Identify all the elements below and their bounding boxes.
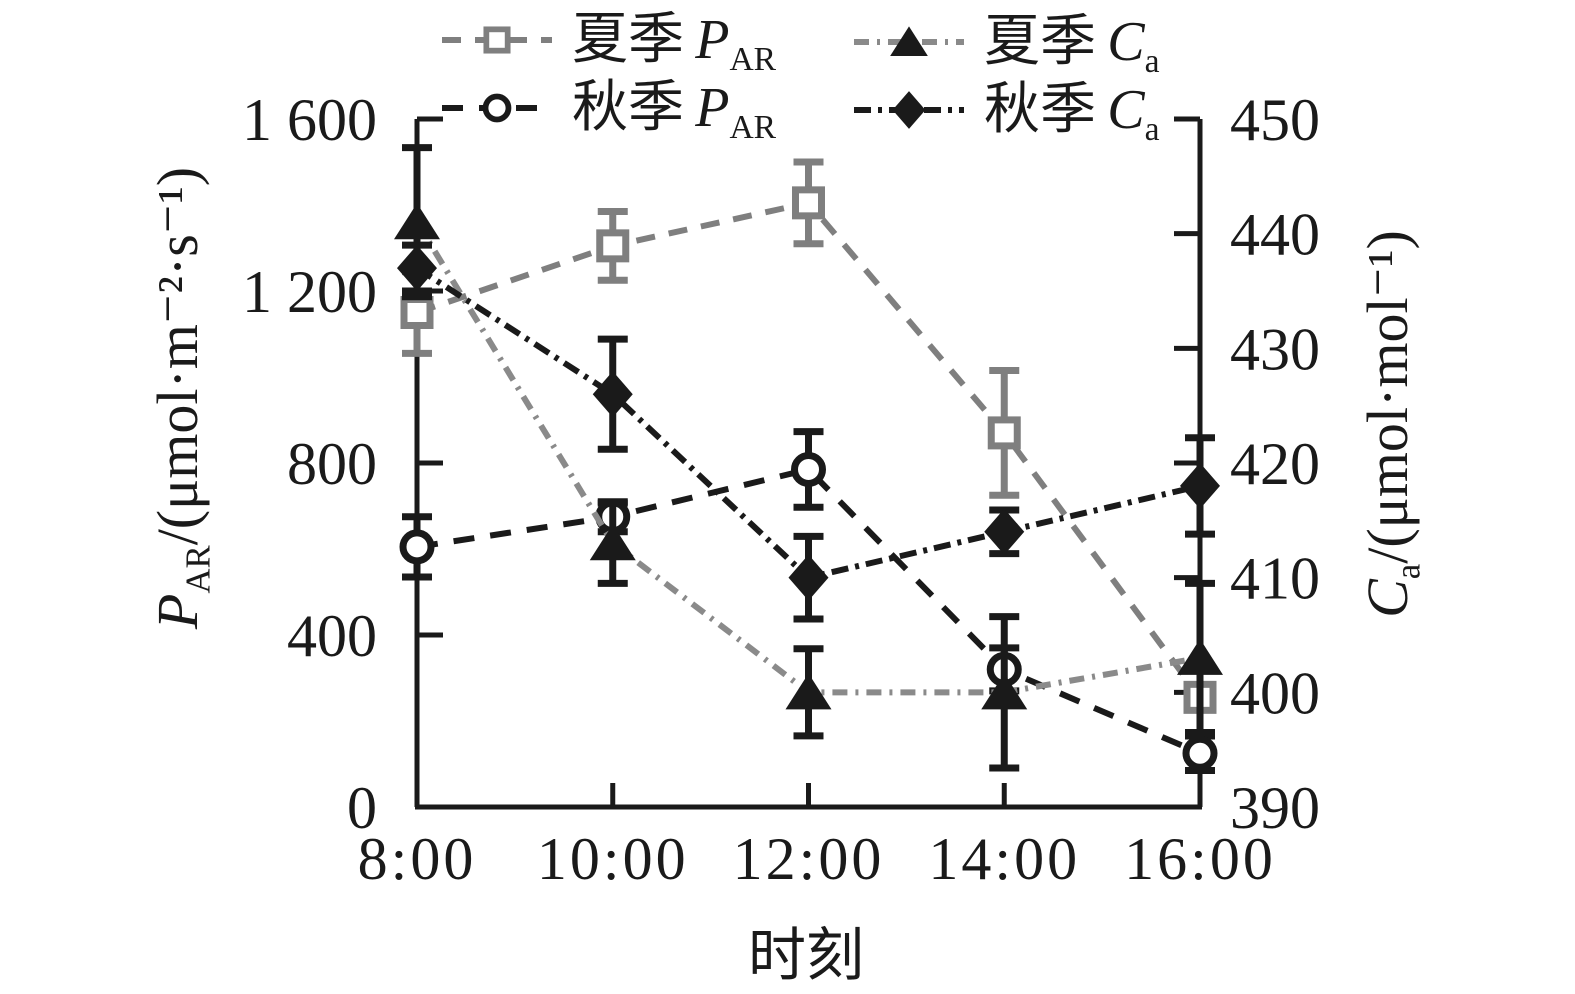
legend-symbol-sub: a [1144, 111, 1160, 149]
right-tick-label: 440 [1230, 202, 1320, 268]
legend-label-autumn-ca: 秋季 Ca [984, 79, 1159, 146]
right-tick-label: 400 [1230, 660, 1320, 726]
x-tick-label: 8:00 [358, 826, 477, 892]
series-0 [400, 158, 1217, 714]
legend-season-text: 夏季 [984, 11, 1096, 73]
left-tick-label: 1 200 [242, 259, 377, 325]
legend-season-text: 秋季 [984, 79, 1096, 141]
legend-season-text: 秋季 [572, 77, 684, 139]
legend-item-summer-ca: 夏季 Ca [850, 10, 1159, 78]
right-tick-label: 430 [1230, 316, 1320, 382]
legend-symbol-text: C [1107, 11, 1145, 73]
right-tick-label: 450 [1230, 87, 1320, 153]
left-axis-symbol: P [145, 593, 210, 630]
legend-symbol-sub: AR [729, 41, 777, 79]
legend-label-summer-ca: 夏季 Ca [984, 11, 1159, 78]
x-tick-label: 16:00 [1124, 826, 1276, 892]
legend-symbol-text: C [1107, 79, 1145, 141]
left-tick-label: 1 600 [242, 87, 377, 153]
legend-symbol-sub: AR [729, 109, 777, 147]
legend-item-autumn-par: 秋季 PAR [438, 76, 776, 144]
legend-sample-summer-par [442, 26, 552, 54]
legend-label-summer-par: 夏季 PAR [572, 9, 776, 76]
legend-symbol-sub: a [1144, 43, 1160, 81]
legend-sample-autumn-ca [854, 91, 964, 129]
legend-label-autumn-par: 秋季 PAR [572, 77, 776, 144]
x-tick-label: 12:00 [733, 826, 885, 892]
left-axis-symbol-sub: AR [178, 545, 218, 594]
right-axis-title: Ca/(μmol·mol⁻¹) [1355, 230, 1428, 618]
right-axis-unit: /(μmol·mol⁻¹) [1355, 230, 1420, 564]
x-axis-title: 时刻 [747, 923, 865, 988]
left-tick-label: 400 [287, 603, 377, 669]
legend-season-text: 夏季 [572, 9, 684, 71]
legend-sample-summer-ca [854, 26, 964, 56]
legend-item-summer-par: 夏季 PAR [438, 8, 776, 76]
left-axis-unit: /(μmol·m⁻²·s⁻¹) [145, 166, 210, 546]
right-tick-label: 410 [1230, 546, 1320, 612]
right-tick-label: 390 [1230, 775, 1320, 841]
tick-labels: 0 400 800 1 200 1 600 390 400 410 420 430 440 450 8:… [242, 87, 1320, 892]
right-axis-symbol-sub: a [1388, 563, 1428, 580]
left-axis-title: PAR/(μmol·m⁻²·s⁻¹) [145, 167, 218, 629]
left-tick-label: 800 [287, 431, 377, 497]
right-axis-symbol: C [1355, 579, 1420, 618]
legend-symbol-text: P [695, 77, 730, 139]
x-tick-label: 14:00 [928, 826, 1080, 892]
x-tick-label: 10:00 [537, 826, 689, 892]
axes [414, 116, 1203, 810]
left-tick-label: 0 [347, 775, 377, 841]
legend-item-autumn-ca: 秋季 Ca [850, 78, 1159, 146]
legend-symbol-text: P [695, 9, 730, 71]
legend-sample-autumn-par [442, 93, 552, 123]
series-3 [397, 241, 1220, 623]
right-tick-label: 420 [1230, 431, 1320, 497]
